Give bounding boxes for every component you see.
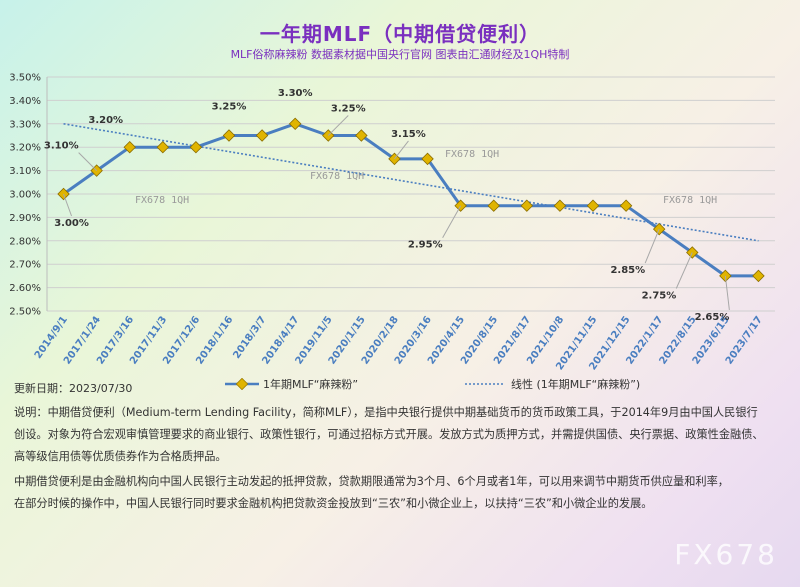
data-point (752, 269, 765, 283)
description-line: 在部分时候的操作中，中国人民银行同时要求金融机构把贷款资金投放到“三农”和小微企… (14, 497, 653, 510)
leader-line (644, 228, 660, 264)
data-point (553, 199, 567, 212)
description-line: 创设。对象为符合宏观审慎管理要求的商业银行、政策性银行，可通过招标方式开展。发放… (14, 428, 764, 441)
data-point (421, 152, 434, 166)
legend-label-trend: 线性 (1年期MLF“麻辣粉”) (511, 378, 641, 391)
leader-line (63, 193, 73, 217)
data-point (520, 199, 534, 212)
data-label: 2.85% (610, 265, 645, 276)
legend-item-trend: 线性 (1年期MLF“麻辣粉”) (465, 376, 640, 392)
fx678-watermark: FX678 1QH (310, 171, 364, 182)
leader-line (78, 152, 97, 171)
update-date: 更新日期：2023/07/30 (14, 382, 133, 395)
fx678-watermark: FX678 1QH (135, 195, 189, 206)
leader-line (675, 252, 693, 289)
data-label: 3.30% (278, 88, 313, 99)
y-tick-label: 3.40% (9, 96, 41, 107)
data-point (189, 140, 203, 154)
brand-watermark: FX678 (674, 538, 778, 571)
chart-title: 一年期MLF（中期借贷便利） (259, 22, 541, 46)
leader-line (327, 115, 349, 136)
data-point (255, 129, 269, 142)
data-label: 2.95% (408, 240, 443, 251)
data-label: 2.75% (642, 291, 677, 302)
legend-label-series: 1年期MLF“麻辣粉” (263, 378, 359, 391)
leader-line (442, 205, 462, 238)
y-tick-label: 2.60% (9, 283, 41, 294)
fx678-watermark: FX678 1QH (445, 149, 499, 160)
data-label: 3.10% (44, 141, 79, 152)
y-tick-label: 2.70% (9, 260, 41, 271)
data-point (288, 117, 302, 131)
y-tick-label: 3.10% (9, 166, 41, 177)
data-label: 3.25% (331, 104, 366, 115)
series-line (62, 122, 759, 278)
data-point (222, 129, 236, 142)
data-label: 3.00% (54, 218, 89, 229)
data-label: 3.15% (391, 129, 426, 140)
legend-line-marker-icon (225, 378, 259, 390)
description-line: 中期借贷便利是由金融机构向中国人民银行主动发起的抵押贷款，贷款期限通常为3个月、… (14, 475, 729, 488)
mlf-line-chart: 2.50%2.60%2.70%2.80%2.90%3.00%3.10%3.20%… (9, 73, 775, 372)
legend-item-series: 1年期MLF“麻辣粉” (225, 376, 358, 392)
data-point (355, 129, 368, 142)
y-tick-label: 2.90% (9, 213, 41, 224)
legend: 1年期MLF“麻辣粉” 线性 (1年期MLF“麻辣粉”) (225, 376, 675, 392)
data-point (586, 199, 600, 212)
chart-subtitle: MLF俗称麻辣粉 数据素材据中国央行官网 图表由汇通财经及1QH特制 (230, 48, 570, 61)
y-tick-label: 2.80% (9, 236, 41, 247)
leader-line (394, 140, 409, 160)
description-line: 高等级信用债等优质债券作为合格质押品。 (14, 450, 227, 463)
x-tick-label: 2018/3/7 (231, 314, 268, 361)
y-tick-label: 3.50% (9, 73, 41, 84)
legend-dotted-line-icon (465, 383, 505, 385)
leader-line (724, 275, 730, 310)
data-point (123, 140, 136, 154)
data-point (156, 140, 170, 154)
y-tick-label: 3.00% (9, 190, 41, 201)
data-point (619, 199, 633, 212)
description-line: 说明：中期借贷便利（Medium-term Lending Facility，简… (14, 406, 758, 419)
data-label: 3.20% (88, 115, 123, 126)
fx678-watermark: FX678 1QH (663, 195, 717, 206)
data-point (487, 199, 500, 212)
data-label: 3.25% (212, 102, 247, 113)
data-label: 2.65% (695, 312, 730, 323)
trend-line (63, 123, 759, 242)
y-tick-label: 3.30% (9, 119, 41, 130)
y-tick-label: 3.20% (9, 143, 41, 154)
x-tick-label: 2014/9/1 (33, 314, 70, 361)
y-tick-label: 2.50% (9, 307, 41, 318)
